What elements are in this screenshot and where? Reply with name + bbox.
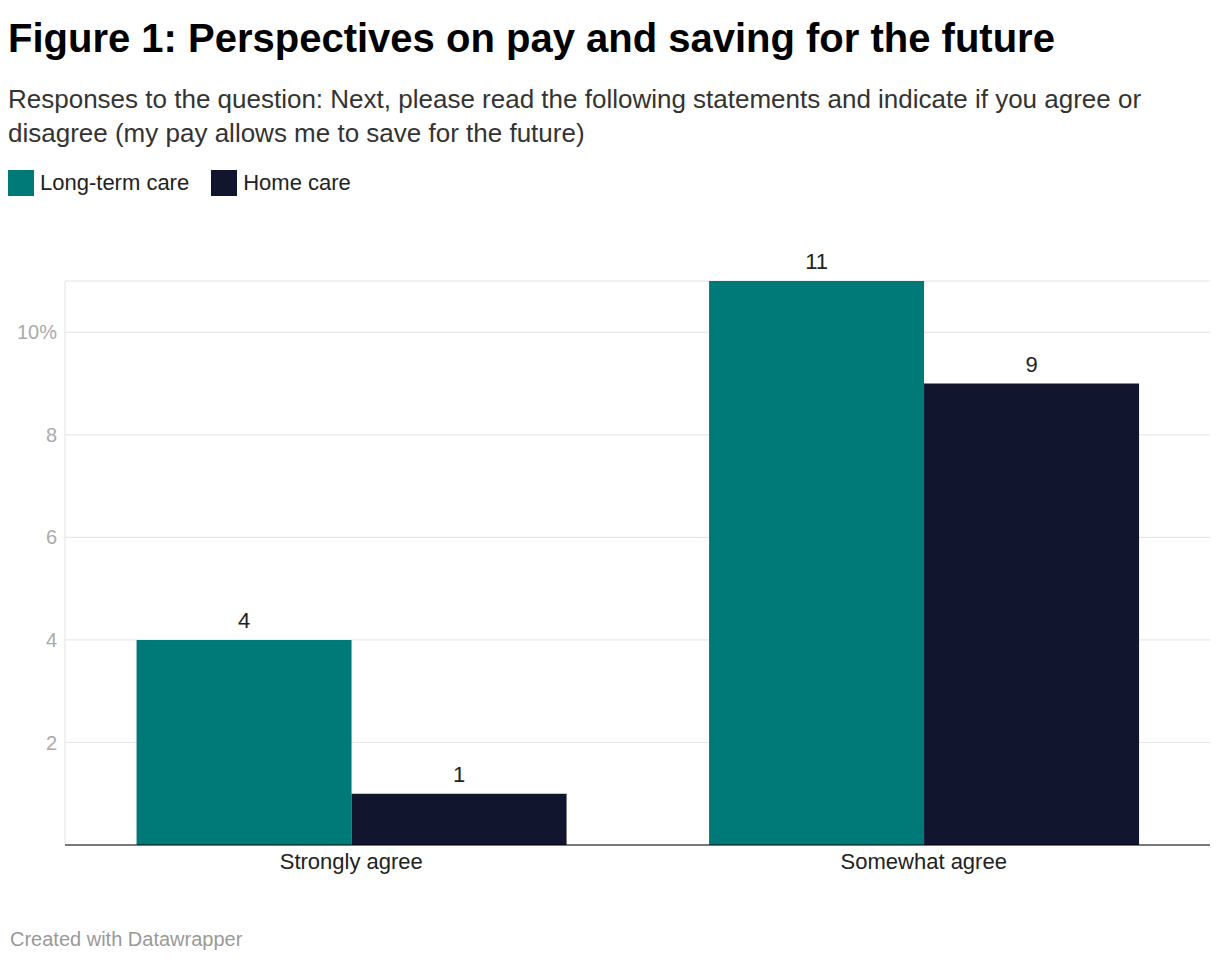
svg-text:9: 9 [1025, 352, 1037, 377]
svg-text:2: 2 [46, 732, 57, 754]
svg-text:10%: 10% [17, 321, 57, 343]
svg-text:Strongly agree: Strongly agree [280, 849, 423, 874]
html-text:Figure 1: Perspectives on pay: Figure 1: Perspectives on pay and saving… [8, 16, 1055, 60]
svg-text:4: 4 [46, 629, 57, 651]
html-text:Responses to the question: Nex: Responses to the question: Next, please … [8, 84, 1142, 148]
svg-text:6: 6 [46, 526, 57, 548]
svg-text:4: 4 [238, 608, 250, 633]
svg-text:11: 11 [805, 249, 828, 274]
html-text:Long-term care: Long-term care [40, 170, 190, 195]
svg-text:8: 8 [46, 424, 57, 446]
html-text:Home care: Home care [243, 170, 351, 195]
svg-text:Somewhat agree: Somewhat agree [841, 849, 1007, 874]
svg-text:1: 1 [453, 762, 465, 787]
html-text:Created with Datawrapper: Created with Datawrapper [10, 928, 243, 950]
